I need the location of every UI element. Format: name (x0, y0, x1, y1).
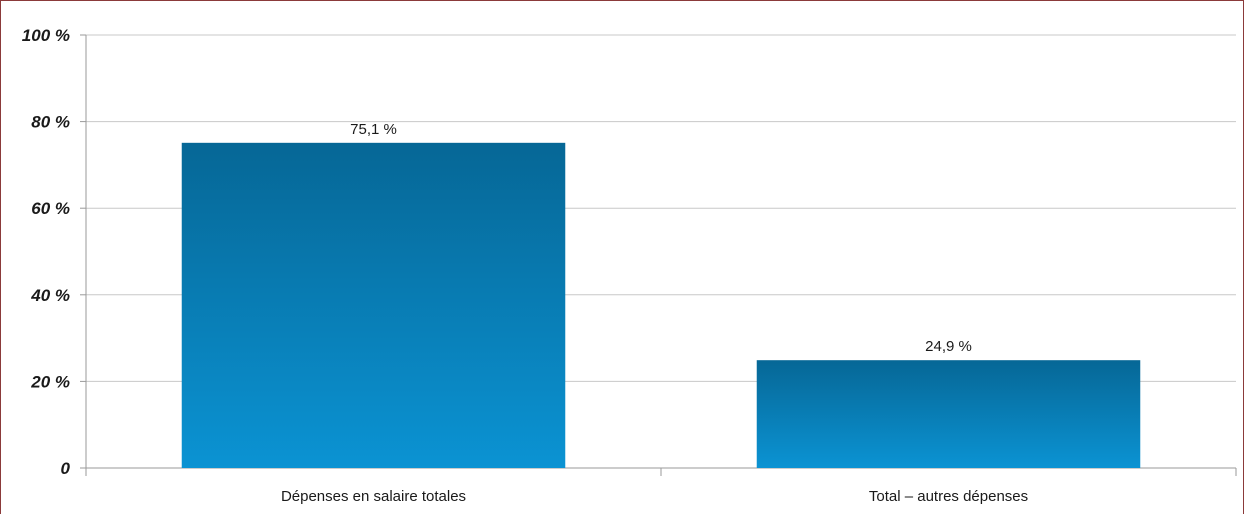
bar (756, 360, 1141, 468)
data-label: 24,9 % (925, 338, 972, 355)
bars (181, 142, 1141, 468)
bar (181, 142, 566, 468)
data-label: 75,1 % (350, 121, 397, 138)
y-tick-label: 60 % (31, 199, 70, 218)
y-tick-label: 0 (61, 459, 71, 478)
category-label: Total – autres dépenses (869, 488, 1028, 505)
y-tick-labels: 0 20 % 40 % 60 % 80 % 100 % (22, 26, 71, 478)
data-labels: 75,1 % 24,9 % (350, 121, 972, 355)
category-labels: Dépenses en salaire totales Total – autre… (281, 488, 1028, 505)
y-tick-label: 20 % (30, 372, 70, 391)
category-label: Dépenses en salaire totales (281, 488, 466, 505)
y-tick-label: 100 % (22, 26, 70, 45)
y-tick-label: 80 % (31, 113, 70, 132)
y-tick-label: 40 % (30, 286, 70, 305)
